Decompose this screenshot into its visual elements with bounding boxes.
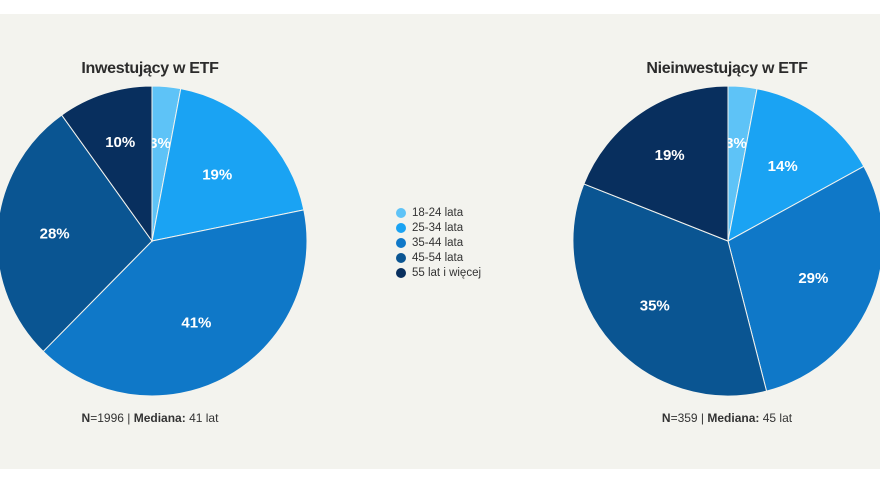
legend: 18-24 lata 25-34 lata 35-44 lata 45-54 lata… <box>396 205 481 280</box>
pie-right: 3% 14% 29% 35% 19% <box>572 85 880 397</box>
pie-slice <box>42 209 308 397</box>
legend-item: 18-24 lata <box>396 205 481 220</box>
n-label: N <box>81 411 91 425</box>
median-label: Mediana: <box>707 411 760 425</box>
n-label: N <box>661 411 671 425</box>
slice-label: 28% <box>40 225 70 242</box>
legend-label: 55 lat i więcej <box>412 266 482 279</box>
legend-label: 45-54 lata <box>412 251 464 264</box>
pie-slice <box>727 88 865 242</box>
pie-slice <box>727 165 880 392</box>
footnote-left: N=1996 | Mediana: 41 lat <box>0 411 300 425</box>
slice-label: 3% <box>149 135 171 152</box>
legend-swatch <box>396 207 406 218</box>
legend-label: 18-24 lata <box>412 206 464 219</box>
median-label: Mediana: <box>133 411 186 425</box>
slice-label: 3% <box>725 135 747 152</box>
legend-item: 55 lat i więcej <box>396 265 481 280</box>
n-value: =1996 <box>90 411 124 425</box>
legend-swatch <box>396 252 406 263</box>
legend-swatch <box>396 222 406 233</box>
legend-label: 25-34 lata <box>412 221 464 234</box>
separator: | <box>697 411 708 425</box>
pie-slice <box>60 85 153 243</box>
pie-slice <box>0 114 153 353</box>
legend-item: 25-34 lata <box>396 220 481 235</box>
slice-label: 10% <box>105 134 135 151</box>
pie-slice <box>151 88 305 242</box>
pie-slice <box>583 85 729 242</box>
legend-label: 35-44 lata <box>412 236 464 249</box>
slice-label: 19% <box>655 147 685 164</box>
slice-label: 29% <box>798 270 828 287</box>
separator: | <box>123 411 134 425</box>
slice-label: 41% <box>181 315 211 332</box>
chart-title-left: Inwestujący w ETF <box>81 60 219 77</box>
median-value: 41 lat <box>185 411 219 425</box>
pie-left: 3% 19% 41% 28% 10% <box>0 85 308 397</box>
footnote-right: N=359 | Mediana: 45 lat <box>577 411 877 425</box>
legend-item: 45-54 lata <box>396 250 481 265</box>
n-value: =359 <box>670 411 698 425</box>
legend-item: 35-44 lata <box>396 235 481 250</box>
chart-title-right: Nieinwestujący w ETF <box>646 60 808 77</box>
slice-label: 14% <box>768 158 798 175</box>
legend-swatch <box>396 267 406 278</box>
pie-slice <box>572 183 768 397</box>
slice-label: 35% <box>640 298 670 315</box>
median-value: 45 lat <box>759 411 793 425</box>
slice-label: 19% <box>202 167 232 184</box>
legend-swatch <box>396 237 406 248</box>
